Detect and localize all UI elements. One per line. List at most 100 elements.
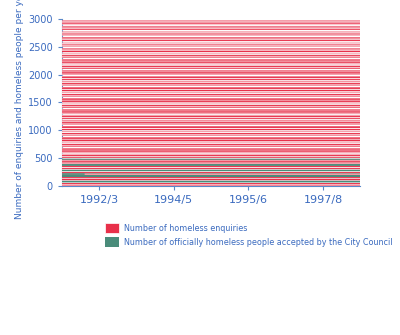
FancyBboxPatch shape [0, 145, 400, 147]
FancyBboxPatch shape [0, 118, 400, 119]
FancyBboxPatch shape [0, 165, 400, 166]
FancyBboxPatch shape [0, 116, 400, 118]
Ellipse shape [0, 94, 400, 95]
Ellipse shape [0, 38, 400, 39]
FancyBboxPatch shape [0, 160, 400, 162]
Ellipse shape [0, 177, 400, 178]
FancyBboxPatch shape [0, 151, 400, 152]
FancyBboxPatch shape [0, 79, 400, 80]
FancyBboxPatch shape [0, 101, 400, 103]
Ellipse shape [0, 77, 400, 78]
FancyBboxPatch shape [0, 137, 400, 138]
Y-axis label: Number of enquiries and homeless people per year: Number of enquiries and homeless people … [15, 0, 24, 219]
FancyBboxPatch shape [0, 155, 400, 156]
Ellipse shape [0, 158, 400, 160]
Ellipse shape [0, 66, 400, 67]
FancyBboxPatch shape [0, 156, 400, 158]
FancyBboxPatch shape [0, 138, 400, 140]
FancyBboxPatch shape [0, 179, 400, 180]
FancyBboxPatch shape [0, 88, 400, 90]
FancyBboxPatch shape [0, 76, 400, 77]
FancyBboxPatch shape [0, 183, 400, 184]
Ellipse shape [0, 144, 400, 145]
FancyBboxPatch shape [0, 31, 400, 32]
FancyBboxPatch shape [0, 116, 400, 118]
FancyBboxPatch shape [0, 121, 400, 122]
FancyBboxPatch shape [0, 56, 400, 58]
FancyBboxPatch shape [0, 72, 400, 73]
Ellipse shape [0, 155, 400, 156]
FancyBboxPatch shape [0, 70, 400, 71]
FancyBboxPatch shape [0, 70, 400, 71]
FancyBboxPatch shape [0, 87, 400, 88]
FancyBboxPatch shape [0, 156, 400, 157]
FancyBboxPatch shape [0, 182, 400, 183]
FancyBboxPatch shape [0, 72, 400, 73]
FancyBboxPatch shape [0, 171, 400, 172]
Ellipse shape [0, 144, 400, 145]
Ellipse shape [0, 99, 400, 100]
Legend: Number of homeless enquiries, Number of officially homeless people accepted by t: Number of homeless enquiries, Number of … [102, 220, 395, 250]
FancyBboxPatch shape [0, 171, 400, 172]
Ellipse shape [0, 166, 400, 167]
FancyBboxPatch shape [0, 183, 400, 184]
FancyBboxPatch shape [0, 73, 400, 75]
FancyBboxPatch shape [0, 118, 400, 119]
FancyBboxPatch shape [0, 176, 400, 177]
Ellipse shape [0, 175, 400, 177]
FancyBboxPatch shape [0, 65, 400, 66]
FancyBboxPatch shape [0, 149, 400, 151]
FancyBboxPatch shape [0, 145, 400, 147]
Ellipse shape [0, 175, 400, 177]
FancyBboxPatch shape [0, 166, 400, 168]
FancyBboxPatch shape [0, 62, 400, 63]
Ellipse shape [0, 66, 400, 67]
Ellipse shape [0, 183, 400, 184]
FancyBboxPatch shape [0, 156, 400, 158]
FancyBboxPatch shape [0, 21, 400, 23]
FancyBboxPatch shape [0, 137, 400, 138]
FancyBboxPatch shape [0, 84, 400, 86]
FancyBboxPatch shape [0, 62, 400, 63]
FancyBboxPatch shape [0, 134, 400, 136]
FancyBboxPatch shape [0, 54, 400, 55]
Ellipse shape [0, 160, 400, 162]
FancyBboxPatch shape [0, 166, 400, 168]
FancyBboxPatch shape [0, 76, 400, 77]
Ellipse shape [0, 99, 400, 100]
FancyBboxPatch shape [0, 140, 400, 141]
FancyBboxPatch shape [0, 144, 400, 145]
FancyBboxPatch shape [0, 122, 400, 123]
FancyBboxPatch shape [0, 176, 400, 177]
FancyBboxPatch shape [0, 166, 400, 167]
FancyBboxPatch shape [0, 166, 400, 168]
FancyBboxPatch shape [0, 126, 400, 127]
FancyBboxPatch shape [0, 154, 400, 155]
FancyBboxPatch shape [0, 112, 400, 114]
Ellipse shape [0, 149, 400, 150]
Ellipse shape [0, 99, 400, 100]
FancyBboxPatch shape [0, 182, 400, 183]
Ellipse shape [0, 170, 400, 171]
Ellipse shape [0, 160, 400, 162]
FancyBboxPatch shape [0, 138, 400, 140]
Ellipse shape [0, 66, 400, 67]
FancyBboxPatch shape [0, 182, 400, 183]
Ellipse shape [0, 77, 400, 78]
Ellipse shape [0, 99, 400, 100]
Ellipse shape [0, 181, 400, 182]
FancyBboxPatch shape [0, 172, 400, 173]
Ellipse shape [0, 160, 400, 162]
FancyBboxPatch shape [0, 165, 400, 166]
Ellipse shape [0, 77, 400, 78]
FancyBboxPatch shape [0, 172, 400, 173]
FancyBboxPatch shape [0, 82, 400, 83]
Ellipse shape [0, 94, 400, 95]
Ellipse shape [0, 88, 400, 89]
FancyBboxPatch shape [0, 177, 400, 178]
Ellipse shape [0, 105, 400, 106]
FancyBboxPatch shape [0, 168, 400, 169]
FancyBboxPatch shape [0, 87, 400, 88]
FancyBboxPatch shape [0, 88, 400, 90]
FancyBboxPatch shape [0, 60, 400, 62]
